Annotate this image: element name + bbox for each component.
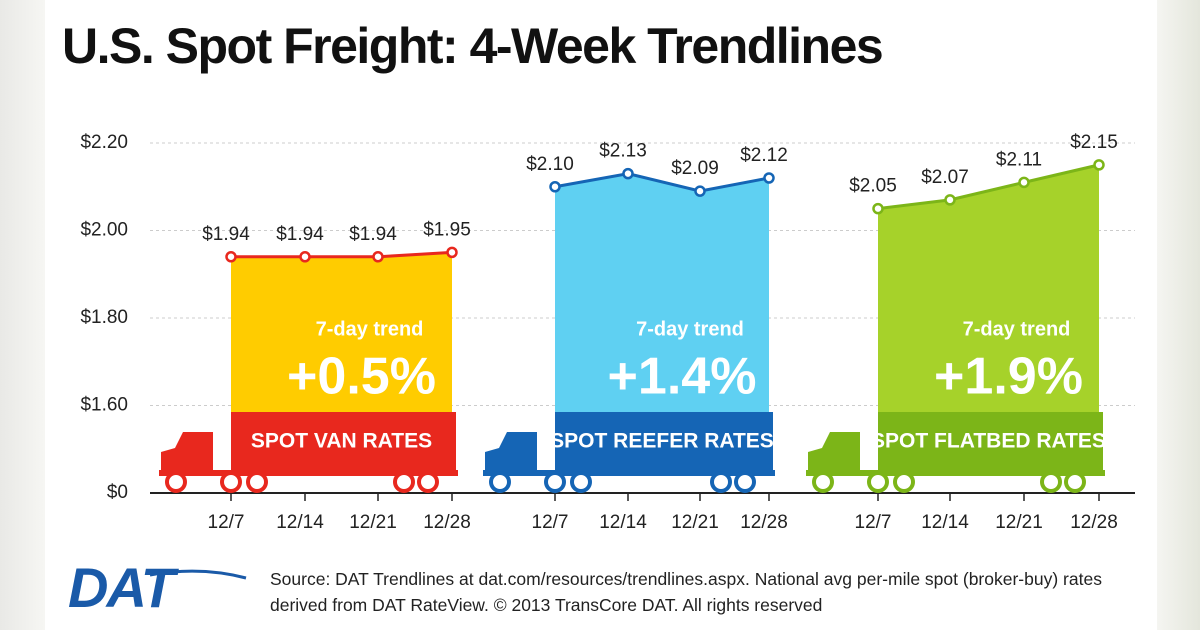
x-tick-label: 12/7 (855, 512, 892, 533)
x-tick-label: 12/21 (995, 512, 1043, 533)
point (225, 251, 237, 263)
value-label: $2.15 (1070, 132, 1118, 153)
trend-label: 7-day trend (316, 318, 424, 340)
x-tick-label: 12/14 (276, 512, 324, 533)
point (549, 181, 561, 193)
value-label: $1.94 (276, 224, 324, 245)
value-label: $2.11 (996, 149, 1042, 170)
value-label: $2.07 (921, 167, 969, 188)
wheel (544, 471, 566, 493)
series-name: SPOT REEFER RATES (550, 430, 774, 453)
y-tick-label: $1.60 (80, 395, 128, 416)
x-tick-label: 12/14 (921, 512, 969, 533)
truck-cab (808, 432, 860, 472)
y-tick-label: $2.00 (80, 220, 128, 241)
chart-title: U.S. Spot Freight: 4-Week Trendlines (62, 18, 882, 74)
x-tick-label: 12/21 (671, 512, 719, 533)
point (446, 246, 458, 259)
wheel (393, 471, 415, 493)
value-label: $2.09 (671, 158, 719, 179)
point (372, 251, 384, 263)
wheel (220, 471, 242, 493)
logo-swoosh (149, 569, 247, 580)
wheel (812, 471, 834, 493)
point (622, 167, 634, 180)
trend-label: 7-day trend (963, 318, 1071, 340)
y-tick-label: $0 (107, 482, 128, 503)
trend-value: +0.5% (287, 348, 436, 406)
area-fill (231, 252, 452, 412)
value-label: $1.94 (202, 224, 250, 245)
point (1018, 176, 1030, 189)
value-label: $1.94 (349, 224, 397, 245)
point (1093, 159, 1105, 171)
truck-body (878, 412, 1103, 470)
point (872, 202, 884, 215)
y-tick-label: $1.80 (80, 307, 128, 328)
value-label: $2.10 (526, 154, 574, 175)
x-tick-label: 12/7 (532, 512, 569, 533)
y-tick-label: $2.20 (80, 132, 128, 153)
value-label: $2.12 (740, 145, 788, 166)
trend-label: 7-day trend (636, 318, 744, 340)
series-line (877, 163, 1100, 211)
wheel (417, 471, 439, 493)
series-name: SPOT VAN RATES (251, 430, 432, 453)
x-tick-label: 12/28 (740, 512, 788, 533)
x-tick-label: 12/28 (1070, 512, 1118, 533)
x-tick-label: 12/28 (423, 512, 471, 533)
area-fill (878, 164, 1099, 412)
trend-value: +1.9% (934, 348, 1083, 406)
trend-value: +1.4% (608, 348, 757, 406)
series-name: SPOT FLATBED RATES (871, 430, 1106, 453)
wheel (570, 471, 592, 493)
point (299, 251, 311, 263)
series-line (231, 250, 453, 259)
wheel (710, 471, 732, 493)
wheel (867, 471, 889, 493)
x-tick-label: 12/7 (208, 512, 245, 533)
wheel (1040, 471, 1062, 493)
truck-frame (806, 470, 1105, 476)
point (944, 194, 956, 206)
source-note: Source: DAT Trendlines at dat.com/resour… (270, 569, 1102, 615)
point (763, 172, 775, 184)
wheel (246, 471, 268, 493)
wheel (489, 471, 511, 493)
truck-cab (485, 432, 537, 472)
truck-body (231, 412, 456, 470)
logo: DAT (68, 556, 180, 619)
wheel (1064, 471, 1086, 493)
truck-body (555, 412, 773, 470)
x-tick-label: 12/21 (349, 512, 397, 533)
value-label: $1.95 (423, 219, 471, 240)
value-label: $2.05 (849, 176, 897, 197)
x-tick-label: 12/14 (599, 512, 647, 533)
wheel (165, 471, 187, 493)
wheel (893, 471, 915, 493)
series-line (554, 172, 770, 193)
truck-frame (483, 470, 775, 476)
area-fill (555, 173, 769, 412)
point (694, 185, 706, 197)
wheel (734, 471, 756, 493)
truck-cab (161, 432, 213, 472)
truck-frame (159, 470, 458, 476)
value-label: $2.13 (599, 141, 647, 162)
